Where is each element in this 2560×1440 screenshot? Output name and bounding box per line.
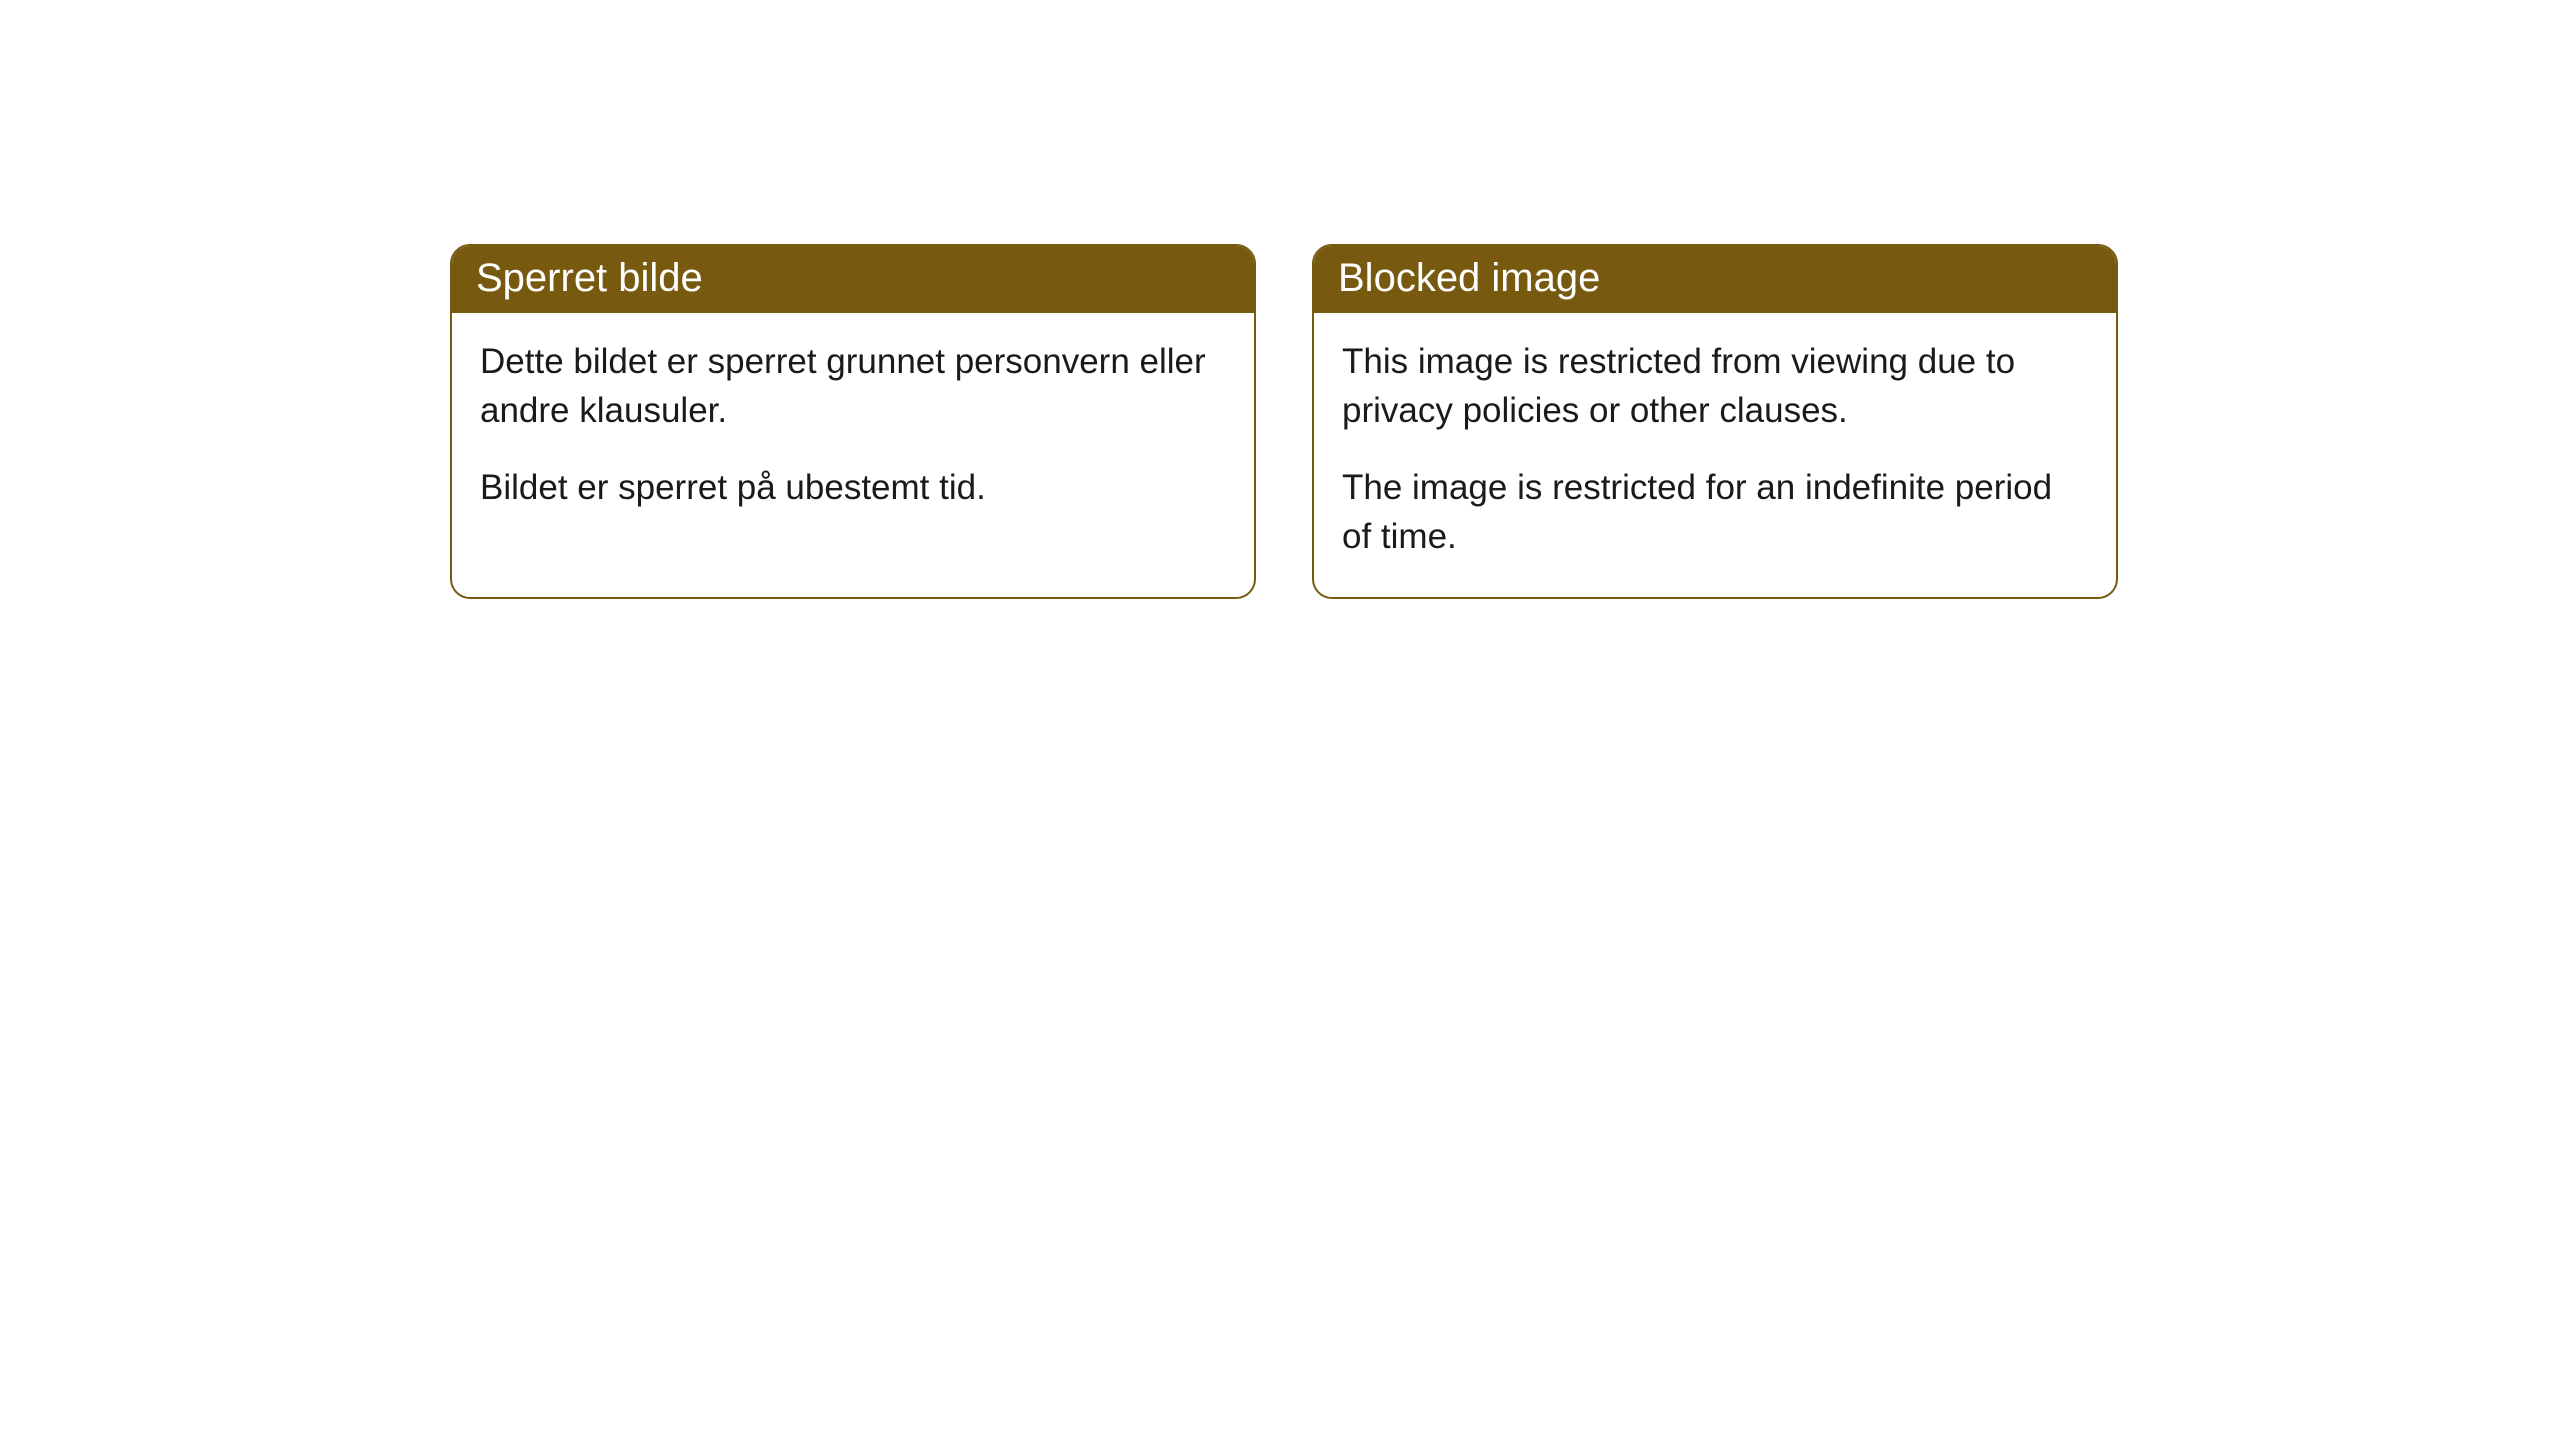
card-body: This image is restricted from viewing du… [1314,313,2116,597]
card-paragraph: The image is restricted for an indefinit… [1342,463,2088,561]
notice-card-norwegian: Sperret bilde Dette bildet er sperret gr… [450,244,1256,599]
card-header: Sperret bilde [452,246,1254,313]
card-paragraph: This image is restricted from viewing du… [1342,337,2088,435]
card-paragraph: Bildet er sperret på ubestemt tid. [480,463,1226,512]
notice-cards-container: Sperret bilde Dette bildet er sperret gr… [0,0,2560,599]
card-body: Dette bildet er sperret grunnet personve… [452,313,1254,548]
notice-card-english: Blocked image This image is restricted f… [1312,244,2118,599]
card-paragraph: Dette bildet er sperret grunnet personve… [480,337,1226,435]
card-title: Blocked image [1338,256,1600,300]
card-title: Sperret bilde [476,256,703,300]
card-header: Blocked image [1314,246,2116,313]
